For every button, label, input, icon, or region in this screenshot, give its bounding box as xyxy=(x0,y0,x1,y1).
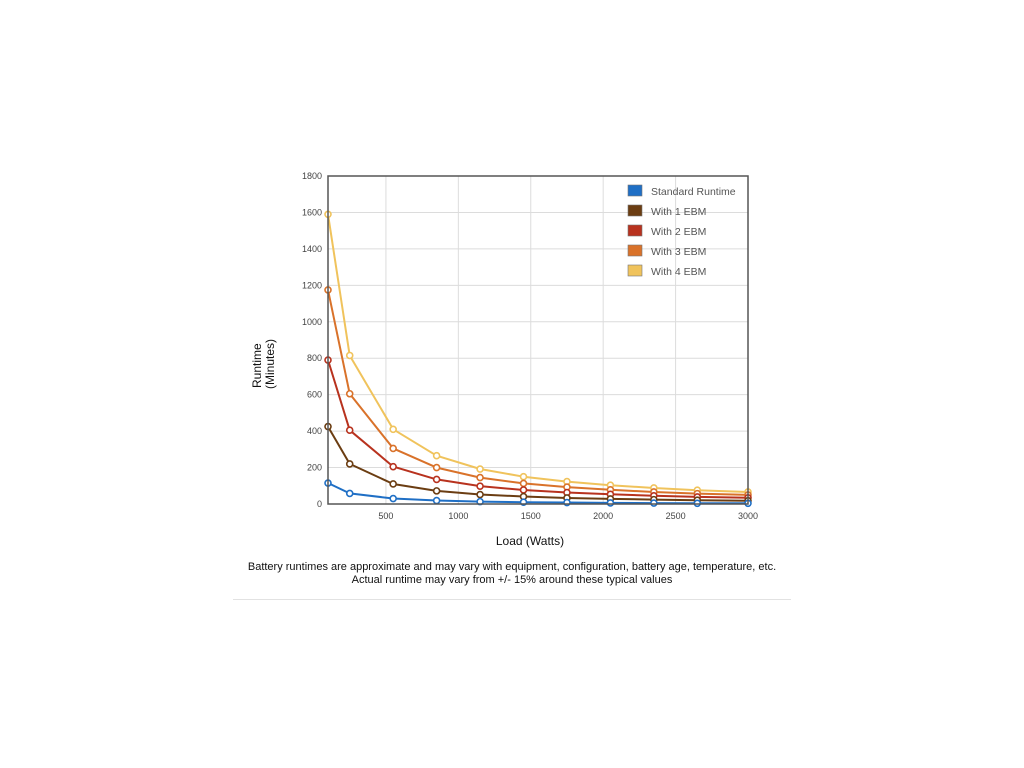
data-point xyxy=(389,480,397,488)
y-axis-title-line2: (Minutes) xyxy=(263,339,277,389)
legend-label: Standard Runtime xyxy=(651,186,736,198)
legend-swatch xyxy=(627,204,643,217)
legend-label: With 2 EBM xyxy=(651,226,706,238)
plot-background xyxy=(328,176,748,504)
data-point xyxy=(345,460,354,468)
y-tick-label: 1600 xyxy=(302,207,322,217)
y-axis-title-line1: Runtime xyxy=(250,343,264,388)
x-tick-label: 3000 xyxy=(738,511,758,521)
series-1 xyxy=(324,422,752,505)
y-tick-label: 400 xyxy=(307,426,322,436)
data-point xyxy=(389,462,397,471)
data-point xyxy=(389,425,397,434)
legend-swatch xyxy=(627,244,643,257)
data-point xyxy=(345,426,354,435)
y-tick-label: 600 xyxy=(307,390,322,400)
y-tick-label: 1800 xyxy=(302,171,322,181)
data-point xyxy=(432,487,441,495)
data-point xyxy=(650,499,658,507)
data-point xyxy=(432,475,441,484)
legend-label: With 4 EBM xyxy=(651,266,706,278)
x-tick-label: 1500 xyxy=(521,511,541,521)
data-point xyxy=(389,444,397,453)
y-axis-title: Runtime (Minutes) xyxy=(250,339,277,389)
data-point xyxy=(519,486,528,494)
y-tick-label: 1400 xyxy=(302,244,322,254)
y-tick-label: 200 xyxy=(307,463,322,473)
y-tick-label: 1000 xyxy=(302,317,322,327)
x-tick-label: 1000 xyxy=(448,511,468,521)
data-point xyxy=(519,472,528,481)
plot-border xyxy=(327,175,749,505)
x-axis-title: Load (Watts) xyxy=(496,534,564,548)
divider xyxy=(233,599,791,600)
data-point xyxy=(476,490,484,499)
caption-line-1: Battery runtimes are approximate and may… xyxy=(247,561,777,573)
legend-swatch xyxy=(627,224,643,237)
data-point xyxy=(345,489,354,498)
data-point xyxy=(389,494,397,503)
x-tick-label: 2000 xyxy=(593,511,613,521)
data-point xyxy=(476,473,484,482)
legend-swatch xyxy=(627,264,643,277)
legend-label: With 3 EBM xyxy=(651,246,706,258)
data-point xyxy=(345,389,354,398)
tick-labels: 500 1000 1500 2000 2500 3000 0 200 400 600 800 1000… xyxy=(302,171,758,521)
data-point xyxy=(345,351,354,360)
legend-swatch xyxy=(627,184,643,197)
legend: Standard Runtime With 1 EBM With 2 EBM With… xyxy=(627,184,736,278)
legend-label: With 1 EBM xyxy=(651,206,706,218)
data-point xyxy=(432,451,441,460)
data-point xyxy=(432,496,441,505)
data-point xyxy=(519,479,528,488)
data-point xyxy=(432,463,441,472)
data-point xyxy=(606,499,615,507)
y-tick-label: 1200 xyxy=(302,280,322,290)
data-point xyxy=(476,482,484,490)
y-tick-label: 0 xyxy=(317,499,322,509)
data-point xyxy=(476,465,484,473)
caption-line-2: Actual runtime may vary from +/- 15% aro… xyxy=(351,574,673,586)
y-tick-label: 800 xyxy=(307,353,322,363)
x-tick-label: 500 xyxy=(378,511,393,521)
x-tick-label: 2500 xyxy=(666,511,686,521)
